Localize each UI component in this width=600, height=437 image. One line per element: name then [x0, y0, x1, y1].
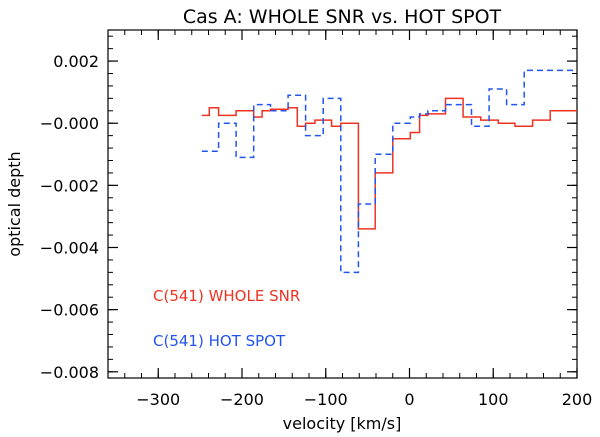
- y-tick-label: −0.006: [40, 301, 99, 320]
- y-tick-label: −0.004: [40, 239, 99, 258]
- series-c-541-whole-snr: [201, 97, 577, 230]
- legend-entry-1: C(541) WHOLE SNR: [153, 287, 300, 305]
- x-tick-label: 200: [562, 390, 593, 409]
- x-tick-label: 0: [404, 390, 414, 409]
- y-tick-label: −0.008: [40, 363, 99, 382]
- x-axis-label: velocity [km/s]: [283, 414, 402, 433]
- legend-entry-2: C(541) HOT SPOT: [153, 332, 286, 350]
- y-tick-label: −0.002: [40, 176, 99, 195]
- x-tick-label: −200: [220, 390, 264, 409]
- y-axis: 0.002 −0.000 −0.002 −0.004 −0.006 −0.008: [40, 52, 577, 382]
- chart-title: Cas A: WHOLE SNR vs. HOT SPOT: [183, 6, 502, 28]
- minor-ticks: [107, 30, 578, 378]
- series-layer: [201, 69, 577, 274]
- x-tick-label: −300: [136, 390, 180, 409]
- series-c-541-hot-spot: [201, 69, 577, 274]
- y-axis-label: optical depth: [5, 151, 24, 256]
- y-tick-label: 0.002: [53, 52, 99, 71]
- x-axis: −300 −200 −100 0 100 200: [136, 30, 592, 409]
- x-tick-label: 100: [478, 390, 509, 409]
- x-tick-label: −100: [304, 390, 348, 409]
- legend: C(541) WHOLE SNR C(541) HOT SPOT: [153, 287, 300, 350]
- y-tick-label: −0.000: [40, 114, 99, 133]
- plot-frame: [107, 29, 578, 379]
